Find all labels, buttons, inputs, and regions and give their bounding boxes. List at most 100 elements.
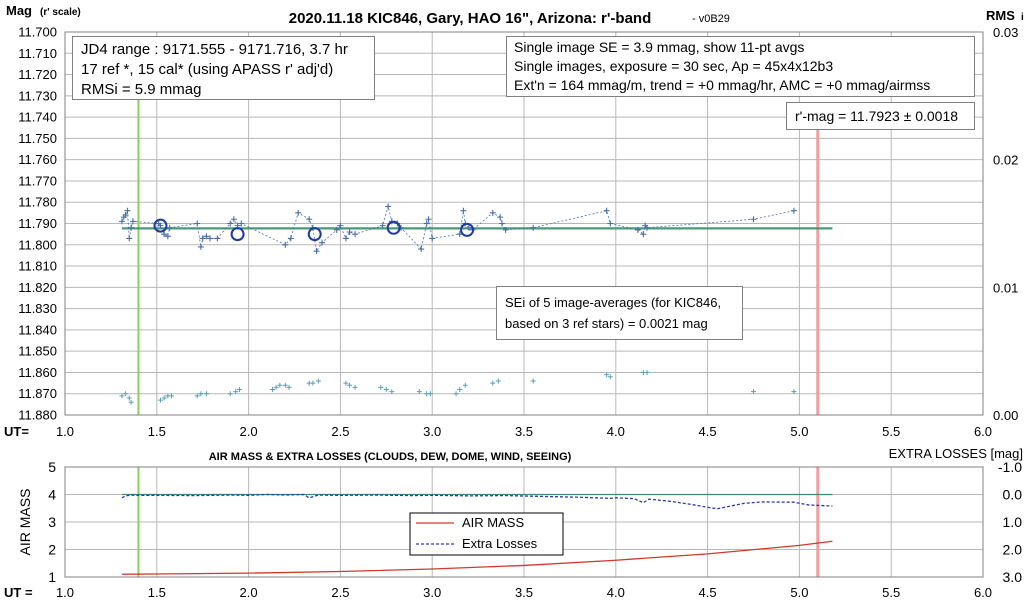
top-y-tick-label: 11.750 — [18, 131, 57, 146]
check-point — [157, 397, 163, 403]
target-point — [126, 235, 133, 242]
target-point — [333, 226, 340, 233]
check-point — [644, 369, 650, 375]
target-point — [498, 220, 505, 227]
top-y-tick-label: 11.840 — [18, 322, 57, 337]
target-point — [502, 226, 509, 233]
check-point — [530, 378, 536, 384]
top-plot-frame — [64, 31, 984, 416]
average-point — [230, 227, 245, 242]
sei-line-2: based on 3 ref stars) = 0.0021 mag — [505, 316, 708, 331]
check-point — [119, 393, 125, 399]
target-point — [203, 233, 210, 240]
legend-extra-losses-label: Extra Losses — [462, 536, 538, 551]
bottom-y2-tick-label: 2.0 — [1003, 542, 1023, 558]
target-point — [530, 224, 537, 231]
target-point — [295, 209, 302, 216]
bottom-chart-title: AIR MASS & EXTRA LOSSES (CLOUDS, DEW, DO… — [209, 451, 572, 463]
info-right-line-2: Single images, exposure = 30 sec, Ap = 4… — [514, 58, 834, 74]
check-point — [198, 391, 204, 397]
target-point — [238, 220, 245, 227]
bottom-x-tick-label: 4.0 — [607, 585, 625, 600]
check-point — [203, 391, 209, 397]
check-point — [416, 389, 422, 395]
check-point — [310, 380, 316, 386]
target-point — [214, 235, 221, 242]
x-axis-label-bottom: UT = — [4, 585, 33, 600]
top-y-tick-label: 11.710 — [18, 46, 57, 61]
target-point — [644, 224, 651, 231]
check-point — [495, 378, 501, 384]
check-point — [791, 389, 797, 395]
target-point — [166, 224, 173, 231]
y-axis-label-main: Mag — [6, 3, 32, 18]
bottom-right-axis-title: EXTRA LOSSES [mag] — [889, 446, 1023, 461]
target-point — [418, 246, 425, 253]
bottom-x-tick-label: 3.0 — [423, 585, 441, 600]
bottom-chart-marks — [121, 467, 833, 577]
top-y2-tick-label: 0.02 — [993, 153, 1018, 168]
target-point — [379, 222, 386, 229]
target-point — [489, 209, 496, 216]
target-point — [197, 243, 204, 250]
info-right-line-1: Single image SE = 3.9 mmag, show 11-pt a… — [514, 39, 805, 55]
top-x-tick-label: 1.5 — [148, 424, 166, 439]
check-point — [490, 380, 496, 386]
target-point — [460, 207, 467, 214]
right-axis-label-main: RMS — [986, 8, 1015, 23]
check-point — [457, 386, 463, 392]
check-point — [269, 386, 275, 392]
target-point — [352, 231, 359, 238]
average-point — [460, 222, 475, 237]
bottom-x-tick-label: 6.0 — [974, 585, 992, 600]
info-right-line-3: Ext'n = 164 mmag/m, trend = +0 mmag/hr, … — [514, 77, 931, 93]
top-y-tick-label: 11.860 — [18, 365, 57, 380]
top-y2-tick-label: 0.01 — [993, 280, 1018, 295]
bottom-x-tick-label: 5.0 — [790, 585, 808, 600]
target-point — [157, 222, 164, 229]
check-point — [277, 382, 283, 388]
check-point — [168, 393, 174, 399]
y-axis-label-sub: (r' scale) — [40, 7, 81, 18]
info-left-line-3: RMSi = 5.9 mmag — [81, 81, 202, 98]
check-point — [343, 380, 349, 386]
bottom-x-tick-label: 2.5 — [331, 585, 349, 600]
top-y-tick-label: 11.760 — [18, 152, 57, 167]
check-point — [282, 382, 288, 388]
target-point — [346, 229, 353, 236]
target-point — [385, 203, 392, 210]
top-y-tick-label: 11.880 — [18, 408, 57, 423]
bottom-y2-tick-label: 3.0 — [1003, 569, 1023, 585]
target-point — [425, 216, 432, 223]
bottom-y-tick-label: 1 — [48, 569, 56, 585]
magnitude-result-box: r'-mag = 11.7923 ± 0.0018 — [786, 102, 975, 130]
magnitude-result-text: r'-mag = 11.7923 ± 0.0018 — [795, 108, 959, 124]
check-point — [236, 386, 242, 392]
x-axis-label-top: UT= — [4, 424, 29, 439]
target-point — [337, 222, 344, 229]
top-y2-tick-label: 0.00 — [993, 408, 1018, 423]
bottom-y-tick-label: 3 — [48, 514, 56, 530]
top-x-tick-label: 6.0 — [974, 424, 992, 439]
top-x-tick-label: 4.0 — [607, 424, 625, 439]
target-point — [230, 216, 237, 223]
top-y-tick-label: 11.720 — [18, 67, 57, 82]
check-point — [352, 384, 358, 390]
check-point — [427, 391, 433, 397]
top-x-tick-label: 3.5 — [515, 424, 533, 439]
target-point — [423, 220, 430, 227]
average-point — [386, 220, 401, 235]
check-point — [194, 393, 200, 399]
bottom-chart-axes: 1 2 3 4 5 1.0 1.5 2.0 2.5 3.0 3.5 4.0 4.5 5.0 5.5 6.0 -1… — [48, 459, 1022, 600]
target-point — [497, 214, 504, 221]
legend-air-mass-label: AIR MASS — [462, 515, 524, 530]
check-point — [273, 384, 279, 390]
top-x-tick-label: 2.5 — [331, 424, 349, 439]
bottom-y2-tick-label: 1.0 — [1003, 514, 1023, 530]
check-point — [604, 372, 610, 378]
chart-title: 2020.11.18 KIC846, Gary, HAO 16", Arizon… — [289, 10, 652, 27]
target-point — [319, 239, 326, 246]
top-y-tick-label: 11.850 — [18, 344, 57, 359]
bottom-y-tick-label: 2 — [48, 542, 56, 558]
